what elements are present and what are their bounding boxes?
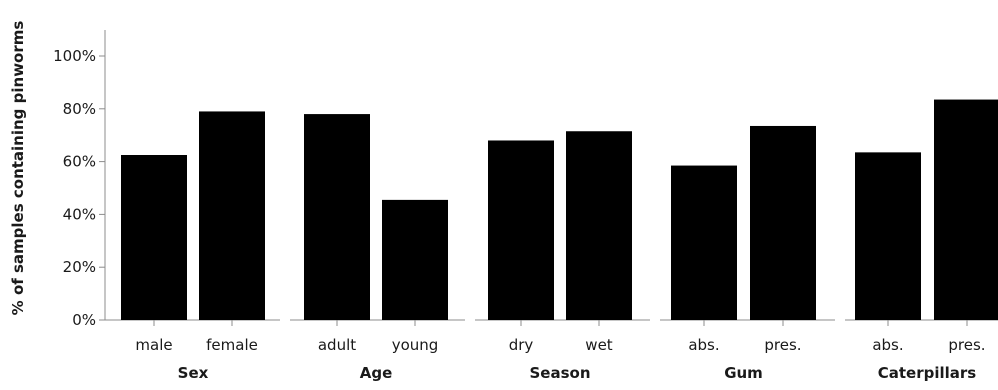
group-label: Age: [360, 364, 393, 382]
panel-sex: male female Sex: [105, 111, 280, 382]
category-label: young: [392, 336, 439, 354]
bar: [304, 114, 370, 320]
bar: [750, 125, 816, 321]
category-label: pres.: [764, 336, 801, 354]
bar: [382, 199, 448, 320]
category-label: male: [135, 336, 172, 354]
bar: [671, 165, 737, 320]
category-label: abs.: [688, 336, 719, 354]
chart-panels: male female Sex adult young Age dry wet Season ab…: [105, 99, 998, 382]
group-label: Season: [529, 364, 590, 382]
category-label: abs.: [872, 336, 903, 354]
panel-season: dry wet Season: [475, 131, 650, 382]
y-tick-label: 40%: [63, 205, 96, 223]
y-tick-label: 60%: [63, 153, 96, 171]
bar: [121, 155, 187, 320]
category-label: dry: [509, 336, 534, 354]
y-axis-title: % of samples containing pinworms: [9, 21, 27, 316]
bar: [855, 152, 921, 320]
panel-age: adult young Age: [290, 114, 465, 382]
group-label: Sex: [178, 364, 209, 382]
bar: [488, 140, 554, 320]
bar: [566, 131, 632, 320]
category-label: pres.: [948, 336, 985, 354]
bar: [199, 111, 265, 320]
category-label: adult: [318, 336, 356, 354]
bar: [934, 99, 998, 320]
y-tick-label: 100%: [53, 47, 96, 65]
panel-gum: abs. pres.Gum: [660, 125, 835, 382]
y-tick-label: 20%: [63, 258, 96, 276]
category-label: wet: [585, 336, 612, 354]
group-label: Gum: [724, 364, 763, 382]
y-tick-label: 80%: [63, 100, 96, 118]
category-label: female: [206, 336, 258, 354]
panel-caterpillars: abs. pres. Caterpillars: [845, 99, 998, 382]
y-tick-label: 0%: [72, 311, 96, 329]
group-label: Caterpillars: [878, 364, 977, 382]
y-axis: 0% 20% 40% 60% 80% 100%: [53, 30, 106, 329]
